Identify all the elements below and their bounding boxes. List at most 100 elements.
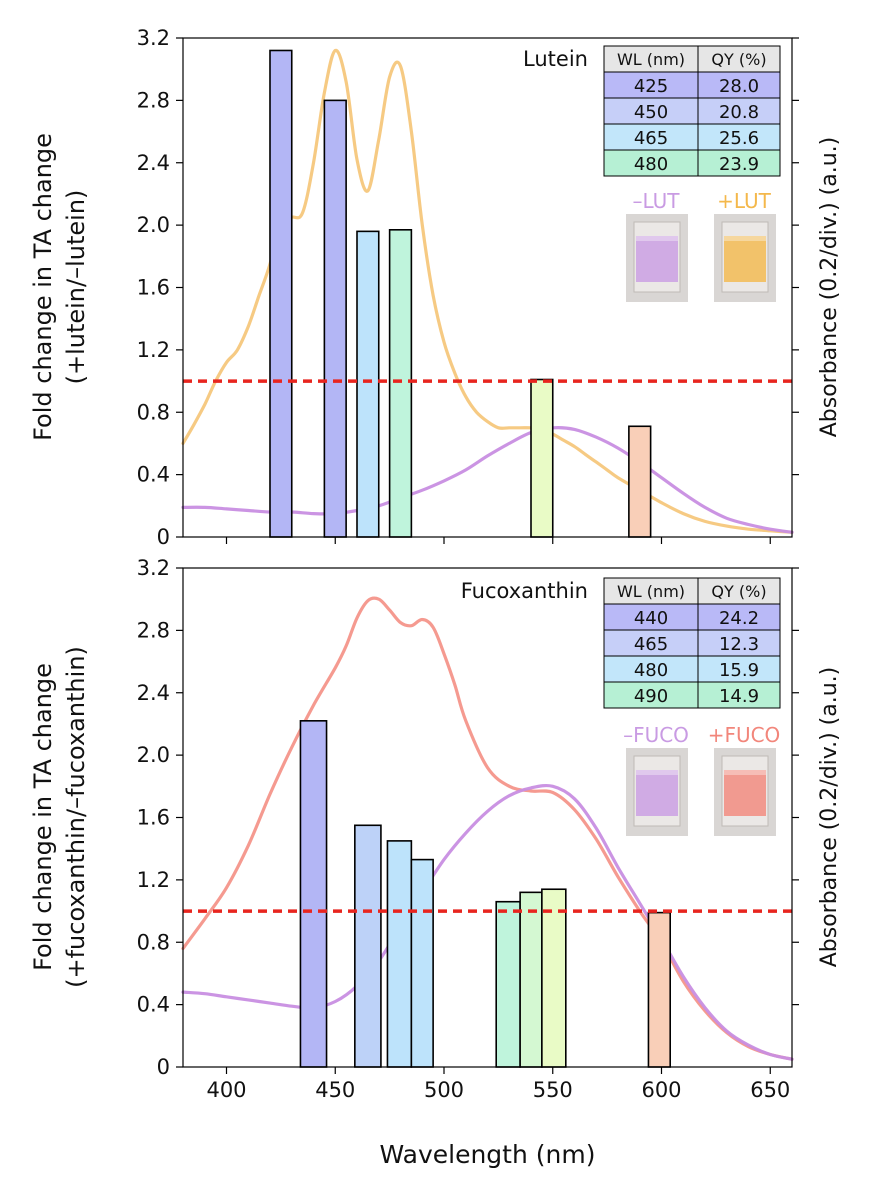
bar-2 — [354, 824, 382, 1068]
panel-1: 0 0.4 0.8 1.2 1.6 2.0 2.4 2.8 3.2 Fold change in … — [29, 26, 842, 549]
bar-8 — [647, 911, 672, 1068]
x-tick-label: 600 — [641, 1078, 681, 1102]
bar-4 — [388, 229, 413, 538]
y-tick-label: 1.6 — [137, 806, 170, 830]
table-header-qy: QY (%) — [711, 50, 766, 69]
table-header-qy: QY (%) — [711, 582, 766, 601]
x-tick-label: 650 — [750, 1078, 790, 1102]
y-axis-sublabel: (+lutein/–lutein) — [62, 190, 90, 385]
table-cell — [697, 71, 781, 99]
right-axis-label: Absorbance (0.2/div.) (a.u.) — [817, 137, 842, 438]
cuvette-photo-plus — [714, 214, 776, 302]
bar-1 — [269, 49, 293, 538]
table-header-cell — [697, 45, 781, 73]
y-tick-label: 2.4 — [137, 151, 170, 175]
table-header-cell — [697, 577, 781, 605]
table-cell-wl: 480 — [634, 660, 668, 681]
table-cell-wl: 490 — [634, 686, 668, 707]
pigment-label: Lutein — [523, 47, 588, 71]
y-tick-label: 3.2 — [137, 556, 170, 580]
cuvette-liquid — [636, 236, 678, 282]
bar-4 — [410, 858, 434, 1068]
y-tick-label: 2.0 — [137, 743, 170, 767]
x-tick-label: 450 — [315, 1078, 355, 1102]
legend-minus-label: –FUCO — [623, 723, 689, 747]
table-cell-qy: 15.9 — [719, 660, 759, 681]
cuvette-meniscus — [636, 770, 678, 775]
cuvette-liquid — [636, 770, 678, 816]
y-tick-label: 2.8 — [137, 88, 170, 112]
bar-7 — [541, 888, 567, 1068]
table-cell — [697, 655, 781, 683]
table-header-wl: WL (nm) — [617, 582, 685, 601]
table-cell-qy: 25.6 — [719, 128, 759, 149]
y-tick-label: 1.2 — [137, 868, 170, 892]
x-tick-label: 550 — [533, 1078, 573, 1102]
x-tick-label: 400 — [206, 1078, 246, 1102]
cuvette-liquid — [724, 236, 766, 282]
bar-5 — [495, 900, 521, 1068]
cuvette-photo-minus — [626, 214, 688, 302]
table-cell-wl: 480 — [634, 154, 668, 175]
legend-minus-label: –LUT — [632, 189, 680, 213]
table-cell-wl: 440 — [634, 608, 668, 629]
table-header-wl: WL (nm) — [617, 50, 685, 69]
y-tick-label: 0.8 — [137, 930, 170, 954]
absorbance-curve-minus — [181, 783, 794, 1061]
y-tick-label: 0.4 — [137, 993, 170, 1017]
table-cell-wl: 425 — [634, 76, 668, 97]
table-cell-wl: 450 — [634, 102, 668, 123]
y-tick-label: 0 — [157, 1055, 170, 1079]
table-header-cell — [603, 577, 699, 605]
table-cell-qy: 28.0 — [719, 76, 759, 97]
pigment-label: Fucoxanthin — [461, 579, 588, 603]
cuvette-meniscus — [724, 236, 766, 241]
table-cell-qy: 23.9 — [719, 154, 759, 175]
y-tick-label: 0.4 — [137, 463, 170, 487]
y-axis-label: Fold change in TA change — [29, 133, 57, 441]
table-cell — [697, 123, 781, 151]
y-tick-label: 3.2 — [137, 26, 170, 50]
y-tick-label: 2.8 — [137, 618, 170, 642]
legend-plus-label: +LUT — [717, 189, 772, 213]
legend-plus-label: +FUCO — [708, 723, 781, 747]
right-axis-label: Absorbance (0.2/div.) (a.u.) — [817, 667, 842, 968]
table-cell-qy: 24.2 — [719, 608, 759, 629]
table-cell — [697, 681, 781, 709]
table-cell-qy: 20.8 — [719, 102, 759, 123]
table-cell — [697, 629, 781, 657]
bar-3 — [356, 230, 380, 538]
y-tick-label: 2.4 — [137, 681, 170, 705]
cuvette-photo-minus — [626, 748, 688, 836]
y-tick-label: 0.8 — [137, 400, 170, 424]
y-tick-label: 0 — [157, 525, 170, 549]
x-axis-label: Wavelength (nm) — [380, 1140, 596, 1169]
y-tick-label: 1.6 — [137, 276, 170, 300]
panel-2: 0 0.4 0.8 1.2 1.6 2.0 2.4 2.8 3.2 400 450 500 550 600… — [29, 556, 842, 1169]
bar-1 — [299, 720, 328, 1068]
y-tick-label: 2.0 — [137, 213, 170, 237]
cuvette-photo-plus — [714, 748, 776, 836]
table-cell-wl: 465 — [634, 634, 668, 655]
bar-6 — [519, 891, 543, 1068]
bar-6 — [628, 425, 652, 538]
cuvette-meniscus — [636, 236, 678, 241]
table-cell — [697, 603, 781, 631]
bar-2 — [323, 99, 347, 538]
table-cell-wl: 465 — [634, 128, 668, 149]
y-tick-label: 1.2 — [137, 338, 170, 362]
cuvette-meniscus — [724, 770, 766, 775]
table-cell — [697, 97, 781, 125]
table-cell-qy: 14.9 — [719, 686, 759, 707]
table-cell — [697, 149, 781, 177]
cuvette-liquid — [724, 770, 766, 816]
x-tick-label: 500 — [424, 1078, 464, 1102]
table-cell — [603, 629, 699, 657]
bar-5 — [530, 378, 554, 538]
table-cell-qy: 12.3 — [719, 634, 759, 655]
y-axis-sublabel: (+fucoxanthin/–fucoxanthin) — [62, 646, 90, 988]
y-axis-label: Fold change in TA change — [29, 663, 57, 971]
bar-3 — [386, 840, 413, 1068]
